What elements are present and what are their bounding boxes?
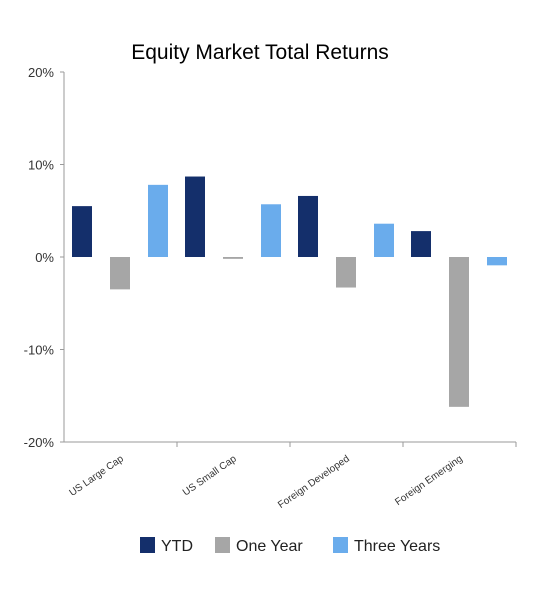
bar-ytd [298,195,318,257]
legend-swatch [215,537,230,553]
legend-item-ytd: YTD [140,537,193,555]
legend-label: YTD [161,538,193,555]
legend-swatch [333,537,348,553]
x-tick-label: US Large Cap [67,453,126,499]
bar-three-years [261,204,281,257]
axes [63,72,516,443]
bar-three-years [487,257,507,266]
x-tick-label: Foreign Emerging [393,453,464,508]
bar-one-year [336,257,356,288]
bar-three-years [148,184,168,257]
bar-ytd [411,231,431,257]
y-tick-label: -20% [24,435,55,450]
bar-one-year [223,257,243,259]
legend-item-three-years: Three Years [333,537,440,555]
y-tick-label: 20% [28,65,54,80]
bar-three-years [374,223,394,257]
chart-title: Equity Market Total Returns [131,41,389,64]
bar-one-year [449,257,469,407]
y-ticks: 20% 10% 0% -10% -20% [24,65,64,450]
x-tick-label: Foreign Developed [276,453,352,510]
y-tick-label: -10% [24,343,55,358]
legend-swatch [140,537,155,553]
y-tick-label: 10% [28,158,54,173]
x-tick-labels: US Large Cap US Small Cap Foreign Develope… [67,442,517,511]
legend-item-one-year: One Year [215,537,303,555]
bar-one-year [110,257,130,290]
bar-ytd [72,206,92,257]
legend-label: Three Years [354,538,440,555]
bars [72,176,507,407]
legend: YTD One Year Three Years [140,537,440,555]
legend-label: One Year [236,538,303,555]
bar-ytd [185,176,205,257]
x-tick-label: US Small Cap [181,453,239,498]
y-tick-label: 0% [35,250,54,265]
